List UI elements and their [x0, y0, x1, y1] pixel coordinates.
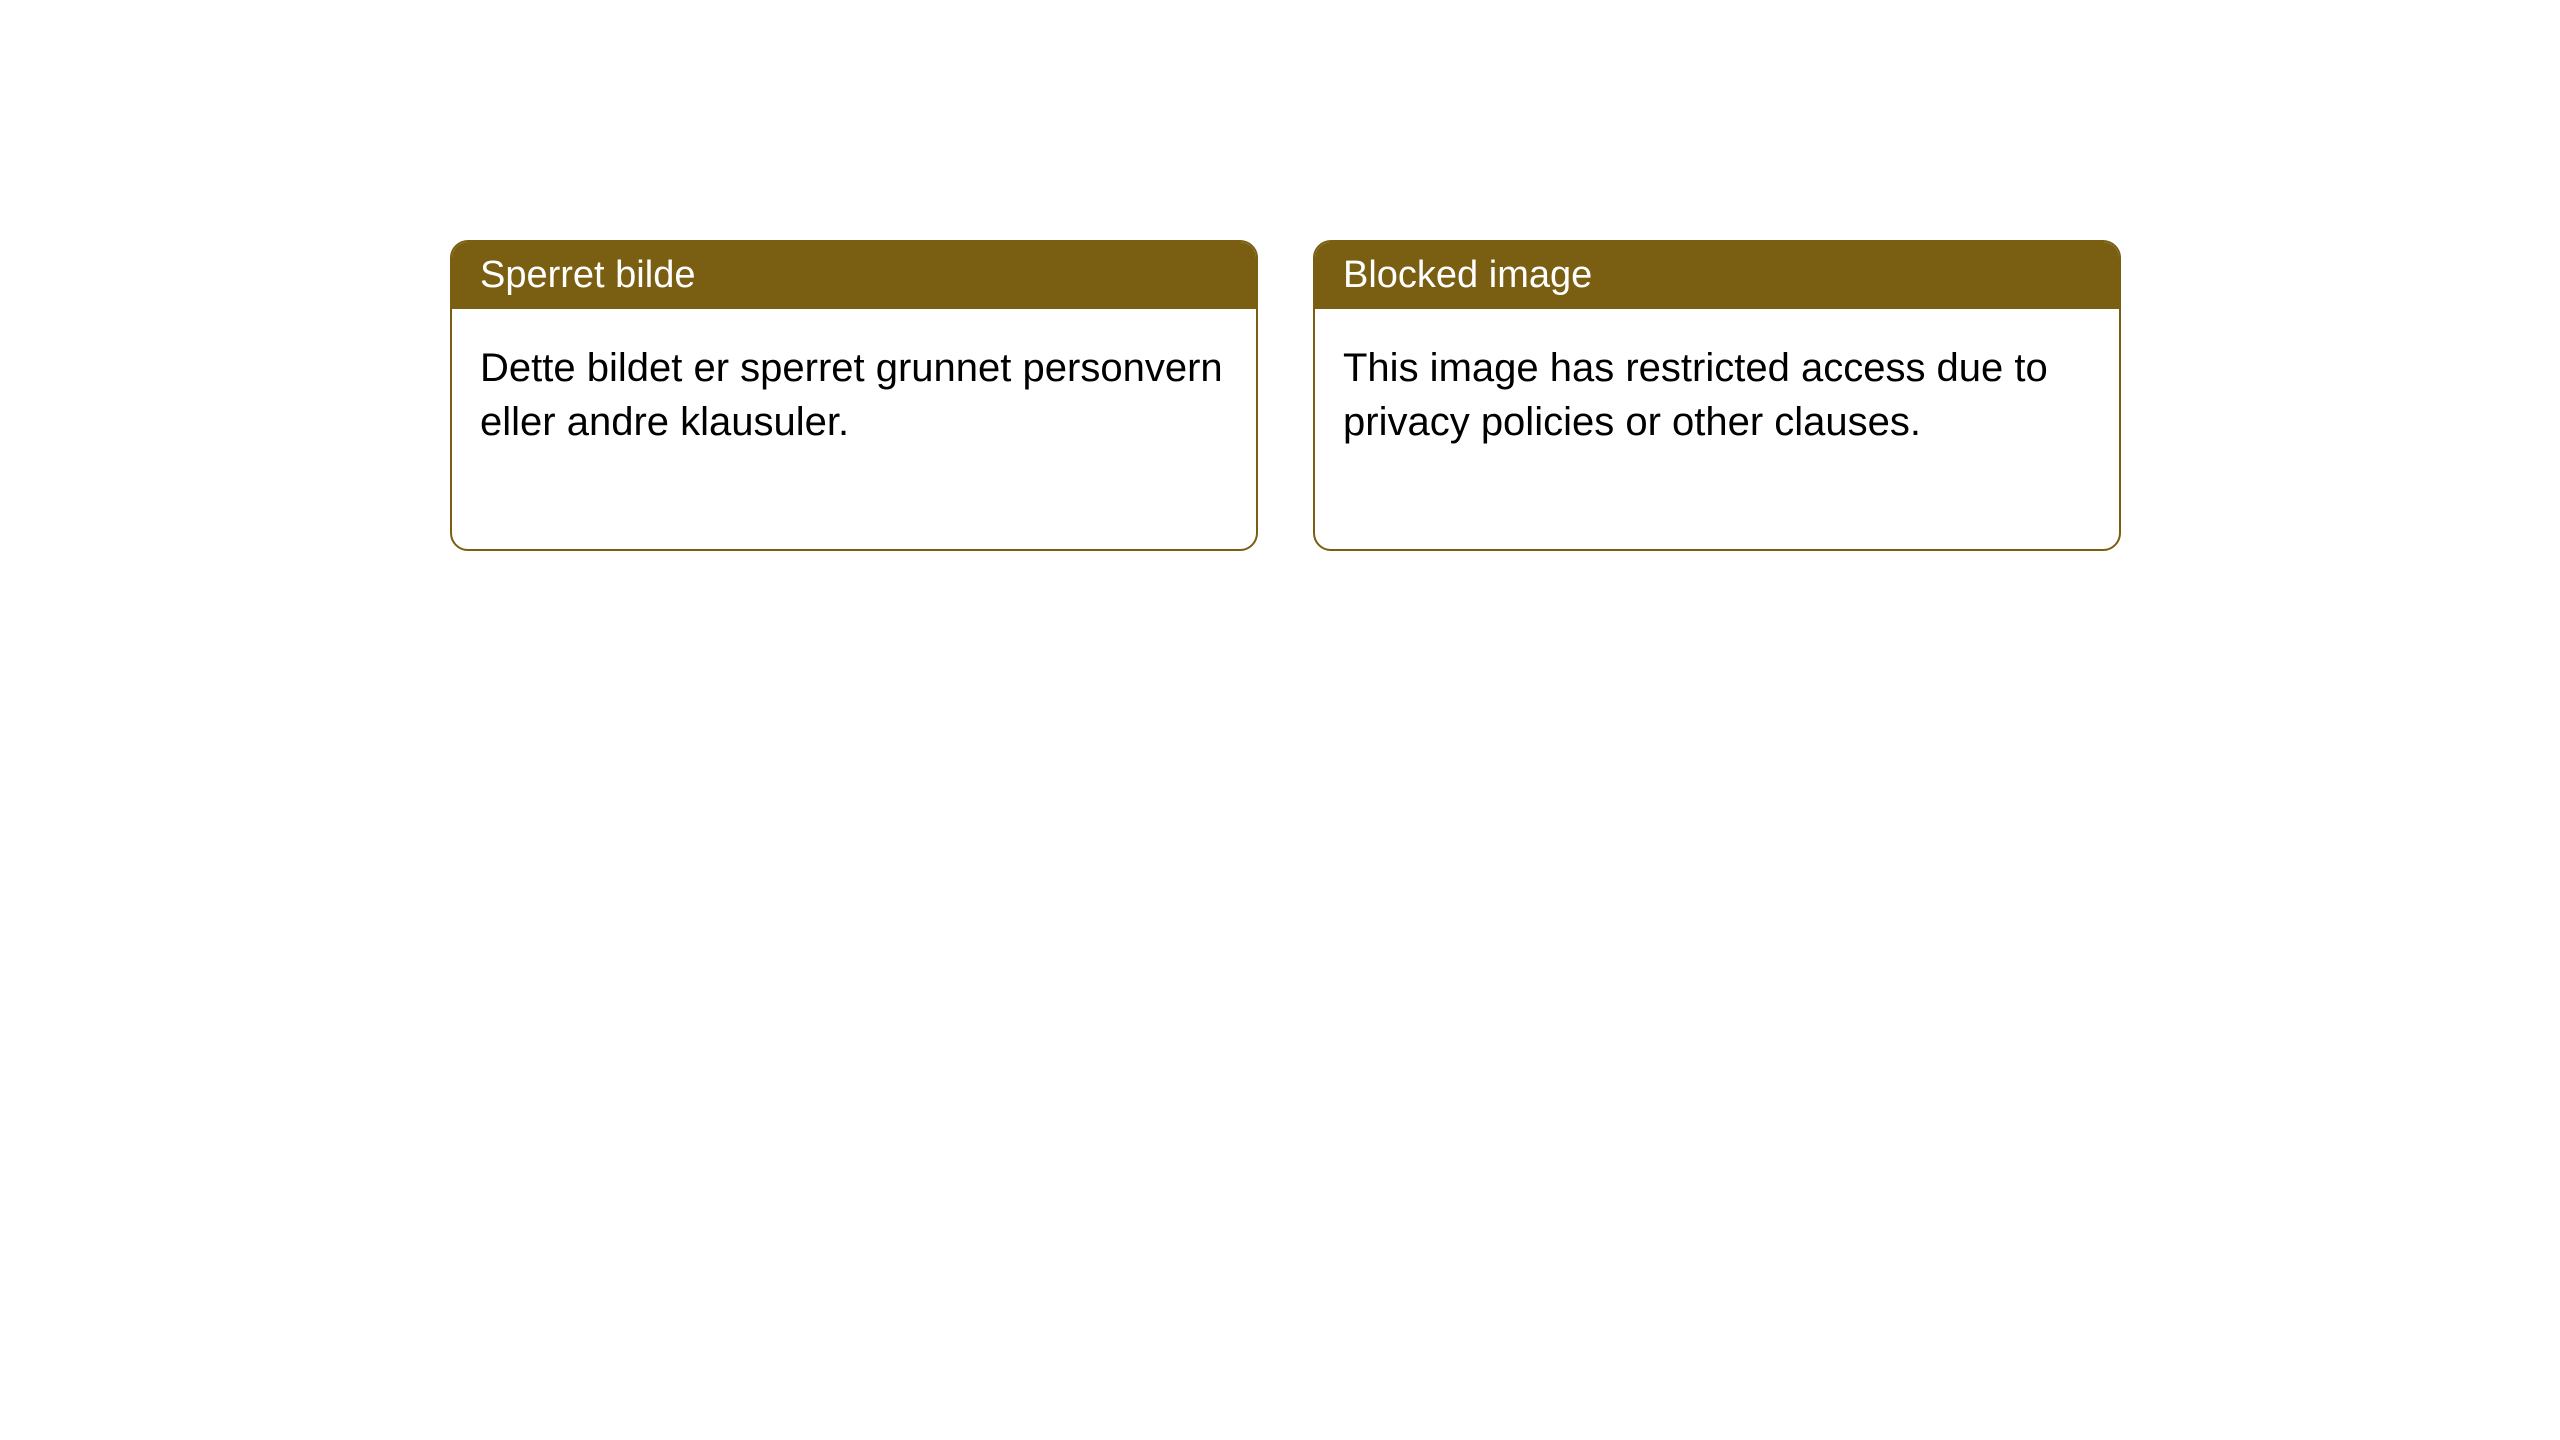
notice-card-norwegian: Sperret bilde Dette bildet er sperret gr… [450, 240, 1258, 551]
card-header: Blocked image [1315, 242, 2119, 309]
card-body: Dette bildet er sperret grunnet personve… [452, 309, 1256, 549]
card-message: Dette bildet er sperret grunnet personve… [480, 346, 1223, 444]
card-message: This image has restricted access due to … [1343, 346, 2048, 444]
card-title: Sperret bilde [480, 254, 695, 296]
card-header: Sperret bilde [452, 242, 1256, 309]
notice-cards-container: Sperret bilde Dette bildet er sperret gr… [450, 240, 2121, 551]
card-body: This image has restricted access due to … [1315, 309, 2119, 549]
notice-card-english: Blocked image This image has restricted … [1313, 240, 2121, 551]
card-title: Blocked image [1343, 254, 1592, 296]
